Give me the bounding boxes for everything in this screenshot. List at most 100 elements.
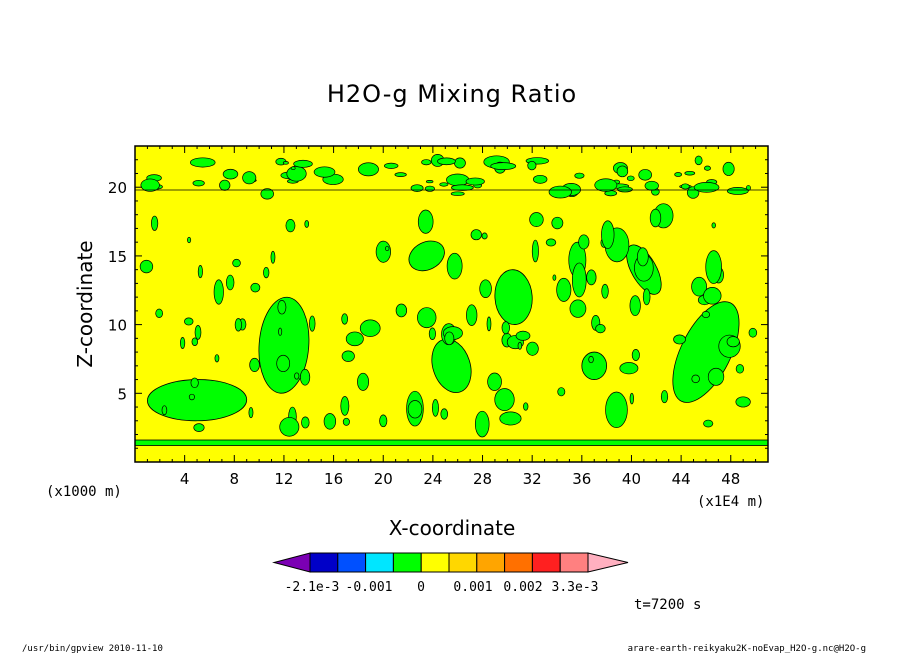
contour-plumes <box>139 154 758 438</box>
contour-cell <box>357 372 370 391</box>
contour-cell <box>486 316 492 332</box>
contour-cell-upper <box>704 165 711 171</box>
contour-cell <box>517 341 523 350</box>
contour-cell <box>340 396 350 416</box>
colorbar-label: -2.1e-3 <box>285 580 340 595</box>
x-tick-label: 48 <box>721 470 740 488</box>
contour-cell-upper <box>616 165 629 178</box>
contour-cell <box>194 325 202 340</box>
y-ticks: 5 10 15 20 <box>108 159 768 449</box>
x-axis-label: X-coordinate <box>389 516 516 540</box>
contour-cell <box>705 250 722 284</box>
colorbar <box>272 552 629 573</box>
contour-cell <box>619 362 639 375</box>
contour-cell <box>545 238 557 247</box>
contour-cell-upper <box>192 179 205 187</box>
y-tick-label: 5 <box>117 385 127 403</box>
contour-cell-upper <box>424 185 435 192</box>
contour-cell <box>557 387 566 397</box>
contour-cell <box>487 372 502 391</box>
contour-cell-upper <box>684 170 696 176</box>
contour-cell-upper <box>454 157 466 169</box>
colorbar-box <box>309 552 339 573</box>
contour-cell <box>270 250 276 264</box>
contour-cell <box>526 341 539 356</box>
y-tick-label: 15 <box>108 248 127 266</box>
contour-cell <box>155 308 163 318</box>
contour-cell <box>586 269 597 286</box>
contour-cell-upper <box>722 161 735 176</box>
contour-plume <box>494 269 533 325</box>
colorbar-high-arrow <box>587 552 629 573</box>
contour-cell <box>263 266 270 279</box>
contour-cell <box>341 350 355 362</box>
contour-cell <box>379 414 388 428</box>
contour-cell <box>278 327 283 336</box>
contour-cell-upper <box>425 179 434 184</box>
colorbar-box <box>559 552 589 573</box>
contour-cell <box>474 410 490 438</box>
contour-cell <box>735 364 745 374</box>
contour-cell-upper <box>674 172 683 177</box>
contour-cell <box>629 392 634 405</box>
contour-cell <box>569 299 587 318</box>
x-tick-label: 36 <box>572 470 591 488</box>
lower-contour-band <box>134 439 769 446</box>
colorbar-box <box>504 552 533 573</box>
contour-plume <box>581 351 608 380</box>
contour-cell <box>466 304 478 326</box>
colorbar-box <box>392 552 422 573</box>
colorbar-label: 3.3e-3 <box>552 580 599 595</box>
contour-cell <box>636 247 649 267</box>
colorbar-box <box>337 552 367 573</box>
x-unit-note: (x1E4 m) <box>697 494 764 510</box>
colorbar-box <box>476 552 506 573</box>
contour-cell <box>248 407 254 419</box>
contour-cell <box>279 417 300 437</box>
colorbar-box <box>448 552 478 573</box>
contour-cell <box>276 354 291 373</box>
contour-cell-upper <box>450 191 465 196</box>
contour-cell <box>479 279 492 299</box>
colorbar-label: 0.001 <box>453 580 492 595</box>
contour-cell-upper <box>527 160 537 171</box>
contour-cell-upper <box>644 180 659 191</box>
contour-cell <box>703 419 714 428</box>
contour-cell <box>407 400 423 419</box>
colorbar-low-arrow <box>272 552 311 573</box>
contour-cell-upper <box>222 168 239 180</box>
time-label: t=7200 s <box>634 597 701 613</box>
contour-cell-upper <box>694 155 703 166</box>
contour-plume <box>258 296 310 394</box>
contour-cell-upper <box>313 166 336 178</box>
contour-cell <box>578 234 590 250</box>
x-tick-label: 8 <box>230 470 240 488</box>
footer-left: /usr/bin/gpview 2010-11-10 <box>22 644 163 654</box>
contour-cell <box>300 368 311 386</box>
y-unit-note: (x1000 m) <box>46 484 122 500</box>
contour-cell <box>660 390 669 404</box>
contour-cell <box>197 265 203 279</box>
contour-cell <box>531 239 539 263</box>
contour-cell <box>523 402 529 411</box>
contour-cell-upper <box>219 179 231 191</box>
x-tick-label: 44 <box>672 470 691 488</box>
contour-cell <box>470 229 482 241</box>
contour-cell <box>294 372 300 380</box>
contour-cell-upper <box>242 171 257 185</box>
contour-cell <box>323 413 337 430</box>
contour-cell <box>649 208 662 228</box>
contour-cell <box>701 311 711 319</box>
contour-cell <box>431 399 439 417</box>
contour-cell <box>499 411 522 426</box>
x-tick-label: 24 <box>423 470 442 488</box>
contour-cell <box>180 336 186 349</box>
contour-cell-upper <box>140 178 160 192</box>
contour-cell-upper <box>465 177 485 186</box>
contour-cell <box>184 317 194 326</box>
footer-right: arare-earth-reikyaku2K-noEvap_H2O-g.nc@H… <box>628 644 866 654</box>
contour-cell <box>556 277 572 302</box>
contour-cell <box>588 355 594 364</box>
contour-cell <box>191 337 199 346</box>
